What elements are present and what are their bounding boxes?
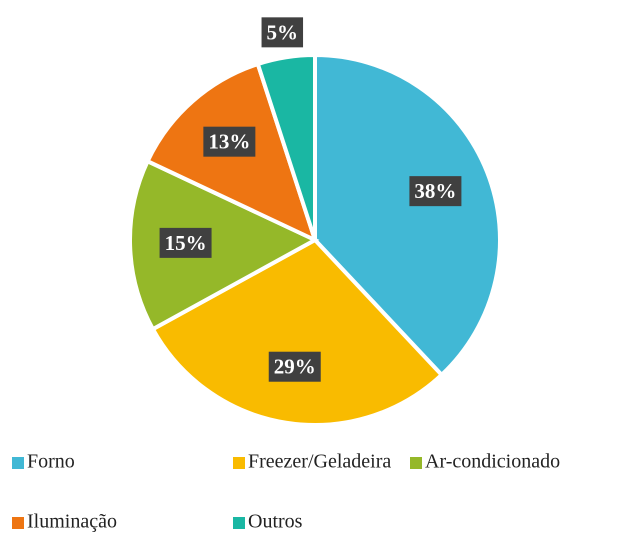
data-label: 15%: [159, 227, 212, 258]
legend-label: Forno: [27, 451, 75, 473]
pie-slice: [128, 158, 320, 332]
legend-label: Freezer/Geladeira: [248, 451, 391, 473]
data-label-bg: [203, 126, 256, 157]
legend-swatch: [233, 517, 245, 529]
legend-swatch: [12, 517, 24, 529]
data-label-bg: [159, 227, 212, 258]
data-label-text: 13%: [208, 130, 250, 154]
legend-label: Iluminação: [27, 511, 117, 533]
data-label: 38%: [409, 176, 462, 207]
data-label-bg: [261, 17, 304, 48]
pie-slice: [313, 52, 502, 378]
data-label: 29%: [268, 351, 321, 382]
legend-label: Outros: [248, 511, 303, 533]
data-label: 13%: [203, 126, 256, 157]
data-label-text: 38%: [414, 179, 456, 203]
pie-slice: [150, 237, 445, 427]
legend-swatch: [233, 457, 245, 469]
pie-slice: [255, 52, 317, 241]
legend-swatch: [12, 457, 24, 469]
legend-swatch: [410, 457, 422, 469]
data-label-bg: [268, 351, 321, 382]
data-label-text: 29%: [274, 355, 316, 379]
data-label-text: 5%: [267, 20, 299, 44]
data-label-bg: [409, 176, 462, 207]
data-label: 5%: [261, 17, 304, 48]
data-label-text: 15%: [165, 231, 207, 255]
legend-label: Ar-condicionado: [425, 451, 560, 473]
